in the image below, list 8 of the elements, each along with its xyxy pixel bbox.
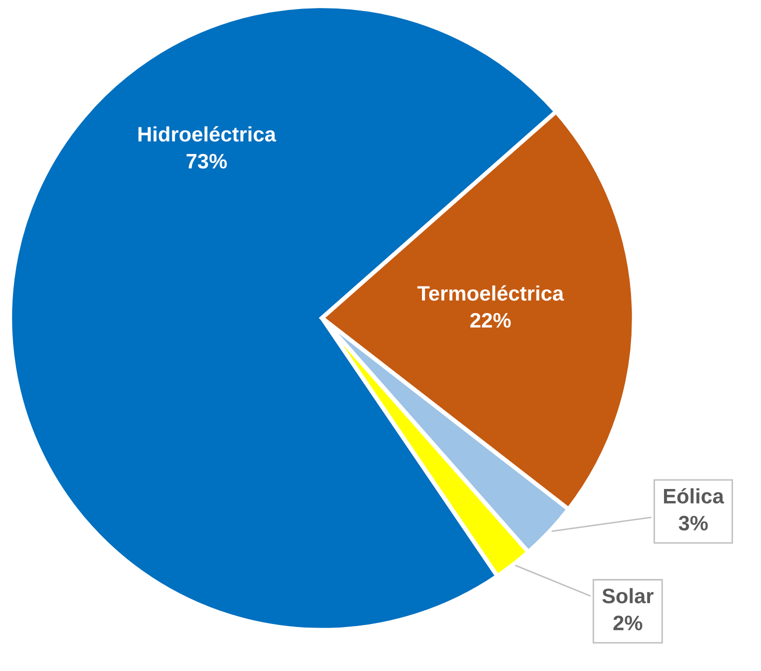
data-label: 3% [678,516,708,531]
slice-label: Solar [602,588,654,604]
data-label: 2% [613,616,642,630]
data-label: 73% [186,154,227,169]
slice-label: Eólica [664,488,724,504]
slice-label: Hidroeléctrica [138,126,276,142]
slice-label: Termoeléctrica [417,285,564,301]
data-label: 22% [470,312,511,328]
